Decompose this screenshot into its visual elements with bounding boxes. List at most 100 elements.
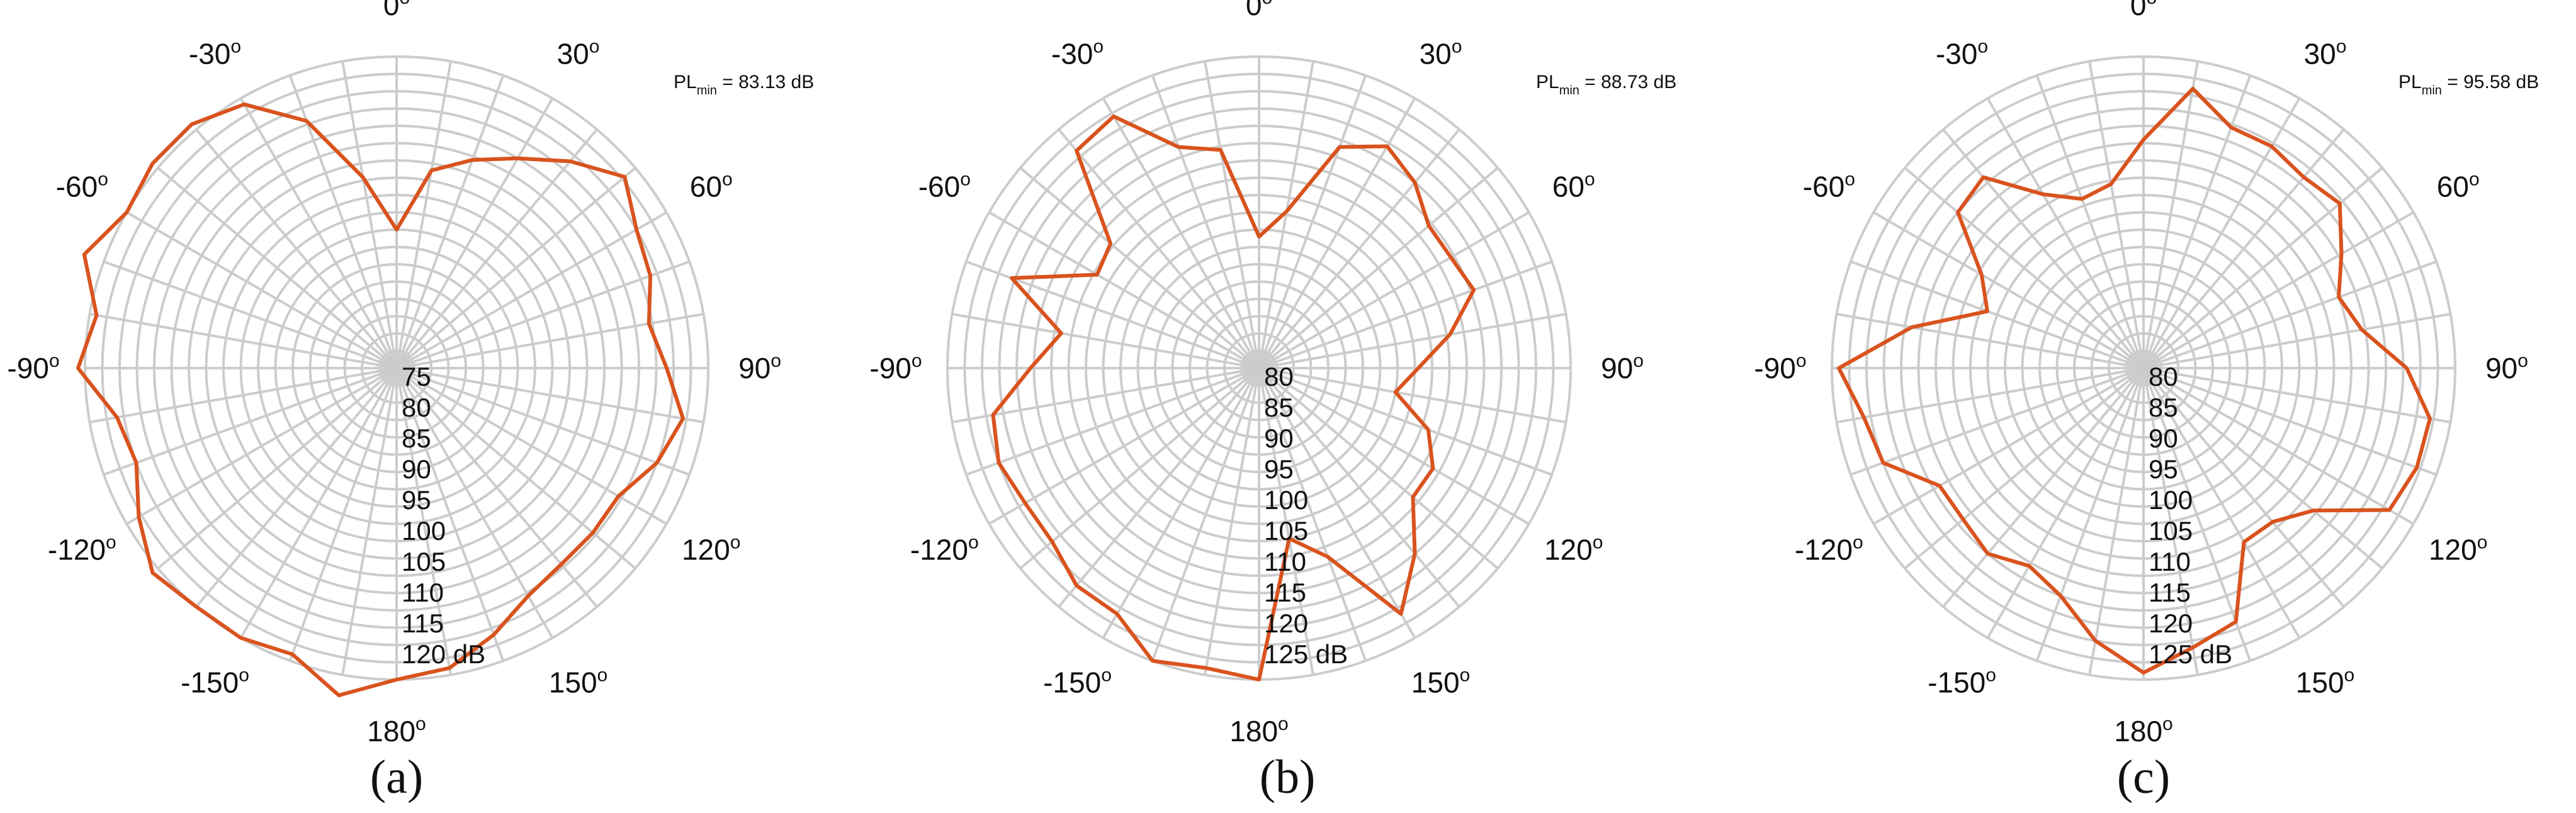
grid-spoke-c-230 <box>1904 367 2145 569</box>
angle-tick-label-b-11: -30o <box>1051 36 1104 70</box>
grid-spoke-c-100 <box>2143 367 2451 423</box>
grid-spoke-a-50 <box>395 167 636 369</box>
grid-spoke-a-160 <box>395 367 505 661</box>
grid-spoke-a-80 <box>396 313 704 369</box>
grid-spoke-a-220 <box>195 367 398 608</box>
grid-spoke-b-150 <box>1258 367 1416 639</box>
radial-tick-label-b-8: 120 <box>1264 608 1308 638</box>
grid-spoke-b-310 <box>1019 167 1260 369</box>
radial-tick-label-b-0: 80 <box>1264 362 1294 391</box>
angle-tick-label-b-1: 30o <box>1420 36 1462 70</box>
angle-tick-label-c-8: -120o <box>1795 532 1863 566</box>
grid-spoke-b-230 <box>1019 367 1260 569</box>
grid-spoke-c-310 <box>1904 167 2145 369</box>
grid-spoke-b-10 <box>1258 61 1314 369</box>
radial-tick-label-c-0: 80 <box>2149 362 2178 391</box>
grid-spoke-b-30 <box>1258 98 1416 369</box>
radial-tick-label-b-1: 85 <box>1264 393 1294 422</box>
pl-min-annotation-b: PLmin = 88.73 dB <box>1536 72 1676 98</box>
angle-tick-label-b-9: -90o <box>869 350 922 384</box>
grid-spoke-b-330 <box>1102 98 1260 369</box>
radial-tick-label-a-7: 110 <box>402 578 444 607</box>
path-loss-series-a <box>76 102 685 697</box>
grid-spoke-a-170 <box>395 367 452 675</box>
radial-tick-label-a-1: 80 <box>402 393 431 422</box>
grid-spoke-c-210 <box>1986 367 2145 639</box>
radial-tick-label-a-6: 105 <box>402 547 446 576</box>
grid-spoke-b-260 <box>952 367 1260 423</box>
grid-spoke-a-140 <box>395 367 598 608</box>
angle-tick-label-c-2: 60o <box>2437 169 2480 203</box>
grid-spoke-a-40 <box>395 128 598 369</box>
radial-tick-label-b-6: 110 <box>1264 547 1306 576</box>
angle-tick-label-c-7: -150o <box>1928 665 1996 699</box>
radial-tick-label-a-0: 75 <box>402 362 431 391</box>
panel-caption-c: (c) <box>2117 751 2170 804</box>
grid-spoke-c-20 <box>2142 75 2252 369</box>
grid-spoke-a-30 <box>395 98 554 369</box>
radial-tick-label-c-8: 120 <box>2149 608 2193 638</box>
grid-spoke-b-300 <box>988 211 1260 369</box>
radial-tick-label-a-5: 100 <box>402 516 446 546</box>
angle-tick-label-a-8: -120o <box>48 532 116 566</box>
pl-min-annotation-a: PLmin = 83.13 dB <box>674 72 814 98</box>
grid-spoke-b-340 <box>1151 75 1260 369</box>
grid-spoke-c-140 <box>2142 367 2345 608</box>
grid-spoke-a-250 <box>103 367 397 476</box>
pl-min-annotation-c: PLmin = 95.58 dB <box>2398 72 2539 98</box>
grid-spoke-c-160 <box>2142 367 2252 661</box>
angle-tick-label-c-6: 180o <box>2114 714 2172 748</box>
angle-tick-label-c-4: 120o <box>2429 532 2487 566</box>
angle-tick-label-b-10: -60o <box>918 169 971 203</box>
grid-spoke-c-300 <box>1873 211 2145 369</box>
angle-tick-label-c-9: -90o <box>1754 350 1806 384</box>
grid-spoke-a-290 <box>103 260 397 369</box>
grid-spoke-c-30 <box>2142 98 2301 369</box>
grid-spoke-c-170 <box>2142 367 2199 675</box>
grid-spoke-c-110 <box>2143 367 2437 476</box>
grid-spoke-c-260 <box>1836 367 2144 423</box>
angle-tick-label-a-10: -60o <box>56 169 108 203</box>
grid-spoke-b-70 <box>1258 260 1552 369</box>
grid-spoke-b-130 <box>1258 367 1499 569</box>
grid-spoke-b-40 <box>1258 128 1460 369</box>
path-loss-series-c <box>1837 86 2432 675</box>
angle-tick-label-a-3: 90o <box>738 350 781 384</box>
grid-spoke-a-60 <box>395 211 667 369</box>
grid-spoke-a-230 <box>157 367 398 569</box>
angle-tick-label-a-9: -90o <box>7 350 59 384</box>
grid-spoke-b-140 <box>1258 367 1460 608</box>
radial-tick-label-c-7: 115 <box>2149 578 2191 607</box>
grid-spoke-a-260 <box>89 367 397 423</box>
grid-spoke-a-120 <box>395 367 667 525</box>
angle-tick-label-b-5: 150o <box>1411 665 1470 699</box>
radial-tick-label-a-3: 90 <box>402 454 431 484</box>
angle-tick-label-c-1: 30o <box>2304 36 2347 70</box>
grid-spoke-c-340 <box>2035 75 2145 369</box>
radial-tick-label-b-2: 90 <box>1264 423 1294 453</box>
grid-spoke-c-70 <box>2143 260 2437 369</box>
grid-spoke-c-320 <box>1942 128 2145 369</box>
angle-tick-label-b-3: 90o <box>1601 350 1644 384</box>
radial-tick-label-c-4: 100 <box>2149 485 2193 515</box>
angle-tick-label-c-11: -30o <box>1936 36 1988 70</box>
grid-spoke-a-70 <box>396 260 690 369</box>
angle-tick-label-b-2: 60o <box>1552 169 1595 203</box>
radial-tick-label-a-2: 85 <box>402 423 431 453</box>
angle-tick-label-b-8: -120o <box>910 532 979 566</box>
grid-spoke-a-350 <box>341 61 398 369</box>
grid-spoke-a-190 <box>341 367 398 675</box>
angle-tick-label-a-7: -150o <box>181 665 249 699</box>
radial-tick-label-c-3: 95 <box>2149 454 2178 484</box>
grid-spoke-b-100 <box>1258 367 1566 423</box>
angle-tick-label-c-5: 150o <box>2296 665 2354 699</box>
grid-spoke-c-290 <box>1850 260 2144 369</box>
grid-spoke-b-50 <box>1258 167 1499 369</box>
grid-spoke-a-330 <box>239 98 398 369</box>
grid-spoke-b-250 <box>966 367 1260 476</box>
grid-spoke-c-50 <box>2142 167 2383 369</box>
grid-spoke-a-200 <box>288 367 398 661</box>
grid-spoke-c-220 <box>1942 367 2145 608</box>
grid-spoke-c-10 <box>2142 61 2199 369</box>
